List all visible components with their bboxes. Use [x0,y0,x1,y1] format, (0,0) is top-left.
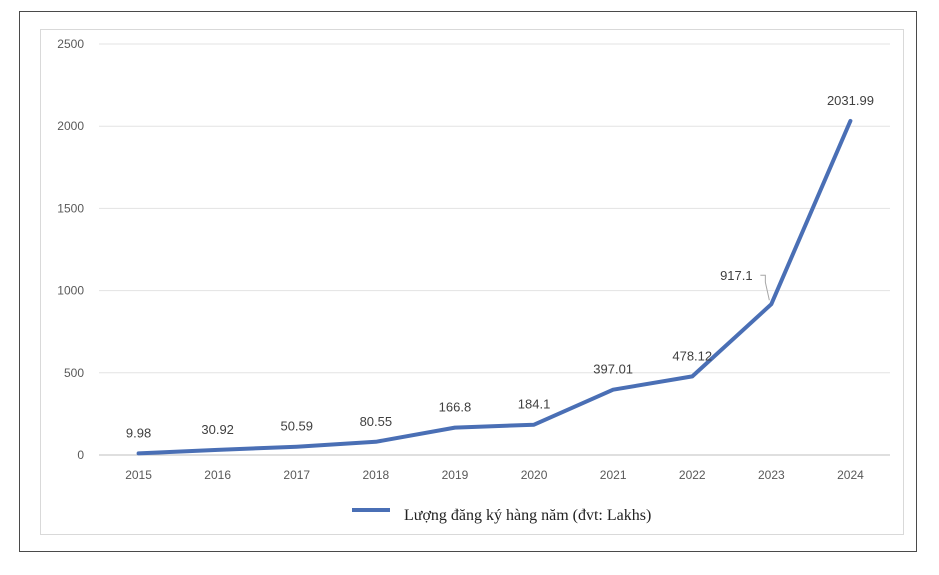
data-label: 166.8 [439,400,472,415]
data-label: 184.1 [518,397,551,412]
y-tick-label: 1500 [57,201,84,215]
data-label: 30.92 [201,422,234,437]
x-tick-label: 2017 [283,468,310,482]
data-point [295,445,299,449]
data-point [453,426,457,430]
data-label: 397.01 [593,362,633,377]
gridlines [99,43,890,456]
legend: Lượng đăng ký hàng năm (đvt: Lakhs) [352,507,651,524]
chart-outer-frame [19,11,917,552]
x-tick-label: 2021 [600,468,627,482]
y-tick-label: 2000 [57,119,84,133]
data-point [769,302,773,306]
y-tick-label: 500 [64,366,84,380]
x-tick-label: 2016 [204,468,231,482]
y-tick-label: 2500 [57,37,84,51]
data-label: 2031.99 [827,93,874,108]
chart-area [40,29,904,535]
x-tick-label: 2022 [679,468,706,482]
data-labels: 9.98 30.92 50.59 80.55 166.8 184.1 397.01 478.1… [126,93,874,440]
x-tick-label: 2015 [125,468,152,482]
data-point [848,119,852,123]
data-point [532,423,536,427]
data-label: 50.59 [280,419,313,434]
x-tick-label: 2024 [837,468,864,482]
data-point [690,374,694,378]
data-point [216,448,220,452]
data-label: 9.98 [126,425,151,440]
data-label: 917.1 [720,268,753,283]
y-tick-label: 1000 [57,284,84,298]
series-group [136,118,853,456]
data-label-leader [760,274,770,301]
data-point [137,451,141,455]
legend-label: Lượng đăng ký hàng năm (đvt: Lakhs) [404,507,651,524]
x-axis-labels: 2015 2016 2017 2018 2019 2020 2021 2022 2023 2024 [125,468,864,482]
data-point [374,440,378,444]
x-tick-label: 2023 [758,468,785,482]
x-tick-label: 2018 [362,468,389,482]
x-tick-label: 2020 [521,468,548,482]
y-axis-labels: 0 500 1000 1500 2000 2500 [57,37,84,462]
y-tick-label: 0 [77,448,84,462]
x-tick-label: 2019 [442,468,469,482]
data-label: 80.55 [360,414,393,429]
data-label: 478.12 [672,348,712,363]
data-point [611,388,615,392]
series-line [136,118,853,456]
